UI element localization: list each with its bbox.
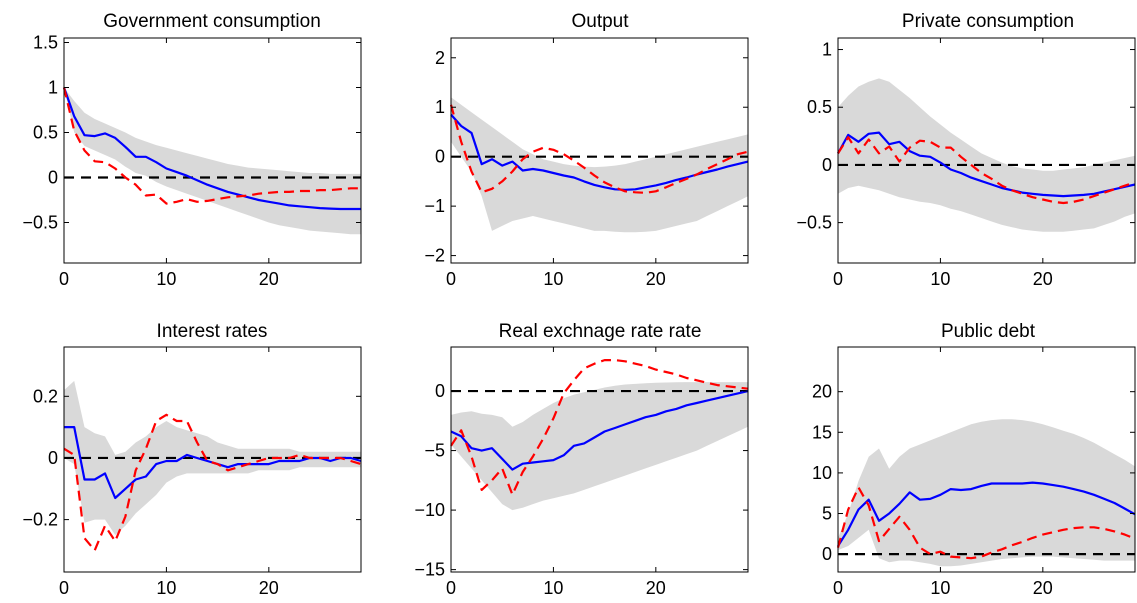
y-tick-label: 0 xyxy=(435,381,445,401)
y-tick-label: −1 xyxy=(424,196,445,216)
y-tick-label: 15 xyxy=(812,422,832,442)
y-tick-label: 1 xyxy=(48,78,58,98)
x-tick-label: 0 xyxy=(59,578,69,598)
subplot-interest-rates: Interest rates 0 10 20 −0.2 0 0.2 xyxy=(22,321,362,598)
confidence-band xyxy=(451,97,748,233)
solid-series-line xyxy=(450,389,749,471)
confidence-band xyxy=(64,87,361,235)
dashed-series-line xyxy=(837,136,1136,205)
y-tick-label: 0.5 xyxy=(33,123,58,143)
x-tick-label: 20 xyxy=(1033,269,1053,289)
dashed-series-line xyxy=(62,87,361,205)
subplot-title: Real exchnage rate rate xyxy=(499,321,702,342)
solid-series-line xyxy=(837,131,1136,198)
y-tick-label: 1 xyxy=(822,40,832,60)
x-tick-label: 0 xyxy=(59,269,69,289)
y-tick-label: −10 xyxy=(414,500,445,520)
x-tick-label: 20 xyxy=(646,578,666,598)
y-tick-label: 1 xyxy=(435,97,445,117)
subplot-output: Output 0 10 20 −2 −1 0 1 2 xyxy=(424,11,749,289)
x-tick-label: 0 xyxy=(446,578,456,598)
axes-frame xyxy=(450,346,749,573)
subplot-private-consumption: Private consumption 0 10 20 −0.5 0 0.5 1 xyxy=(796,11,1136,289)
axes-frame xyxy=(837,37,1136,264)
dashed-series-line xyxy=(836,486,1136,560)
y-tick-label: −0.2 xyxy=(22,510,58,530)
x-tick-label: 20 xyxy=(1033,578,1053,598)
x-tick-label: 10 xyxy=(930,269,950,289)
confidence-band xyxy=(64,380,361,535)
axes-frame xyxy=(63,37,362,264)
y-tick-label: −0.5 xyxy=(22,213,58,233)
subplot-title: Private consumption xyxy=(902,11,1074,32)
y-tick-label: 0 xyxy=(435,147,445,167)
x-tick-label: 0 xyxy=(833,269,843,289)
subplot-title: Government consumption xyxy=(103,11,321,32)
subplot-public-debt: Public debt 0 10 20 0 5 10 15 20 xyxy=(812,321,1136,598)
y-tick-label: −5 xyxy=(424,441,445,461)
x-tick-label: 0 xyxy=(446,269,456,289)
x-tick-label: 20 xyxy=(259,269,279,289)
x-tick-label: 20 xyxy=(259,578,279,598)
subplot-title: Interest rates xyxy=(157,321,268,342)
x-tick-label: 20 xyxy=(646,269,666,289)
subplot-title: Output xyxy=(571,11,629,32)
y-tick-label: 0.2 xyxy=(33,386,58,406)
subplot-real-exchange-rate: Real exchnage rate rate 0 10 20 −15 −10 −5 0 xyxy=(414,321,749,598)
y-tick-label: 0 xyxy=(822,155,832,175)
solid-series-line xyxy=(837,481,1136,547)
y-tick-label: 10 xyxy=(812,463,832,483)
y-tick-label: 0.5 xyxy=(807,97,832,117)
y-tick-label: 0 xyxy=(48,168,58,188)
y-tick-label: −2 xyxy=(424,246,445,266)
y-tick-label: 1.5 xyxy=(33,33,58,53)
confidence-band xyxy=(451,382,748,511)
y-tick-label: 2 xyxy=(435,48,445,68)
axes-frame xyxy=(837,346,1136,573)
y-tick-label: 0 xyxy=(822,544,832,564)
dashed-series-line xyxy=(449,104,749,194)
x-tick-label: 10 xyxy=(156,269,176,289)
y-tick-label: 20 xyxy=(812,382,832,402)
subplot-government-consumption: Government consumption 0 10 20 −0.5 0 0.5 1 1.5 xyxy=(22,11,362,289)
axes-frame xyxy=(63,346,362,573)
y-tick-label: −15 xyxy=(414,560,445,580)
x-tick-label: 10 xyxy=(156,578,176,598)
x-tick-label: 10 xyxy=(930,578,950,598)
confidence-band xyxy=(838,78,1135,232)
x-tick-label: 10 xyxy=(543,269,563,289)
y-tick-label: 5 xyxy=(822,504,832,524)
subplot-title: Public debt xyxy=(941,321,1036,342)
y-tick-label: −0.5 xyxy=(796,213,832,233)
axes-frame xyxy=(450,37,749,264)
x-tick-label: 0 xyxy=(833,578,843,598)
y-tick-label: 0 xyxy=(48,448,58,468)
solid-series-line xyxy=(62,87,361,211)
dashed-series-line xyxy=(450,359,749,496)
dashed-series-line xyxy=(63,413,362,552)
x-tick-label: 10 xyxy=(543,578,563,598)
